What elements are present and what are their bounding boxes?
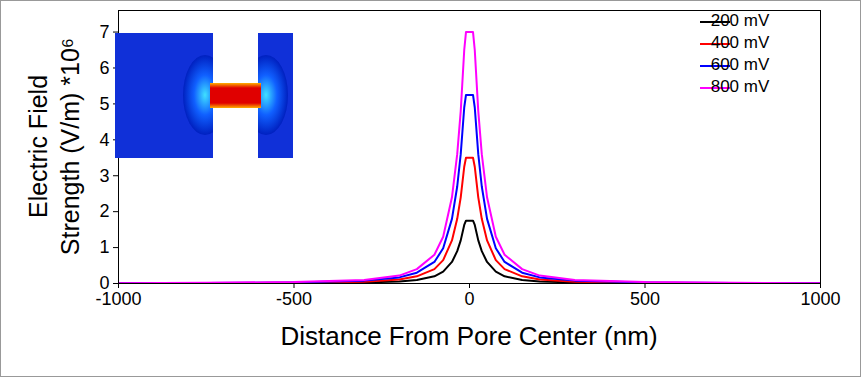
svg-text:7: 7 [99,22,109,42]
svg-text:1000: 1000 [800,289,840,309]
svg-text:0: 0 [464,289,474,309]
svg-text:2: 2 [99,201,109,221]
svg-text:5: 5 [99,94,109,114]
svg-text:-1000: -1000 [95,289,141,309]
svg-text:3: 3 [99,165,109,185]
svg-text:600 mV: 600 mV [711,55,770,74]
svg-text:400 mV: 400 mV [711,33,770,52]
svg-text:0: 0 [99,273,110,294]
svg-text:Distance From Pore Center (nm): Distance From Pore Center (nm) [280,321,657,351]
svg-text:800 mV: 800 mV [711,77,770,96]
svg-text:4: 4 [99,130,109,150]
svg-text:200 mV: 200 mV [711,11,770,30]
svg-text:-500: -500 [276,289,312,309]
svg-text:1: 1 [99,237,109,257]
svg-text:Strength (V/m) *10⁶: Strength (V/m) *10⁶ [56,38,84,255]
svg-text:Electric Field: Electric Field [24,75,52,218]
svg-text:500: 500 [630,289,660,309]
svg-text:6: 6 [99,58,109,78]
